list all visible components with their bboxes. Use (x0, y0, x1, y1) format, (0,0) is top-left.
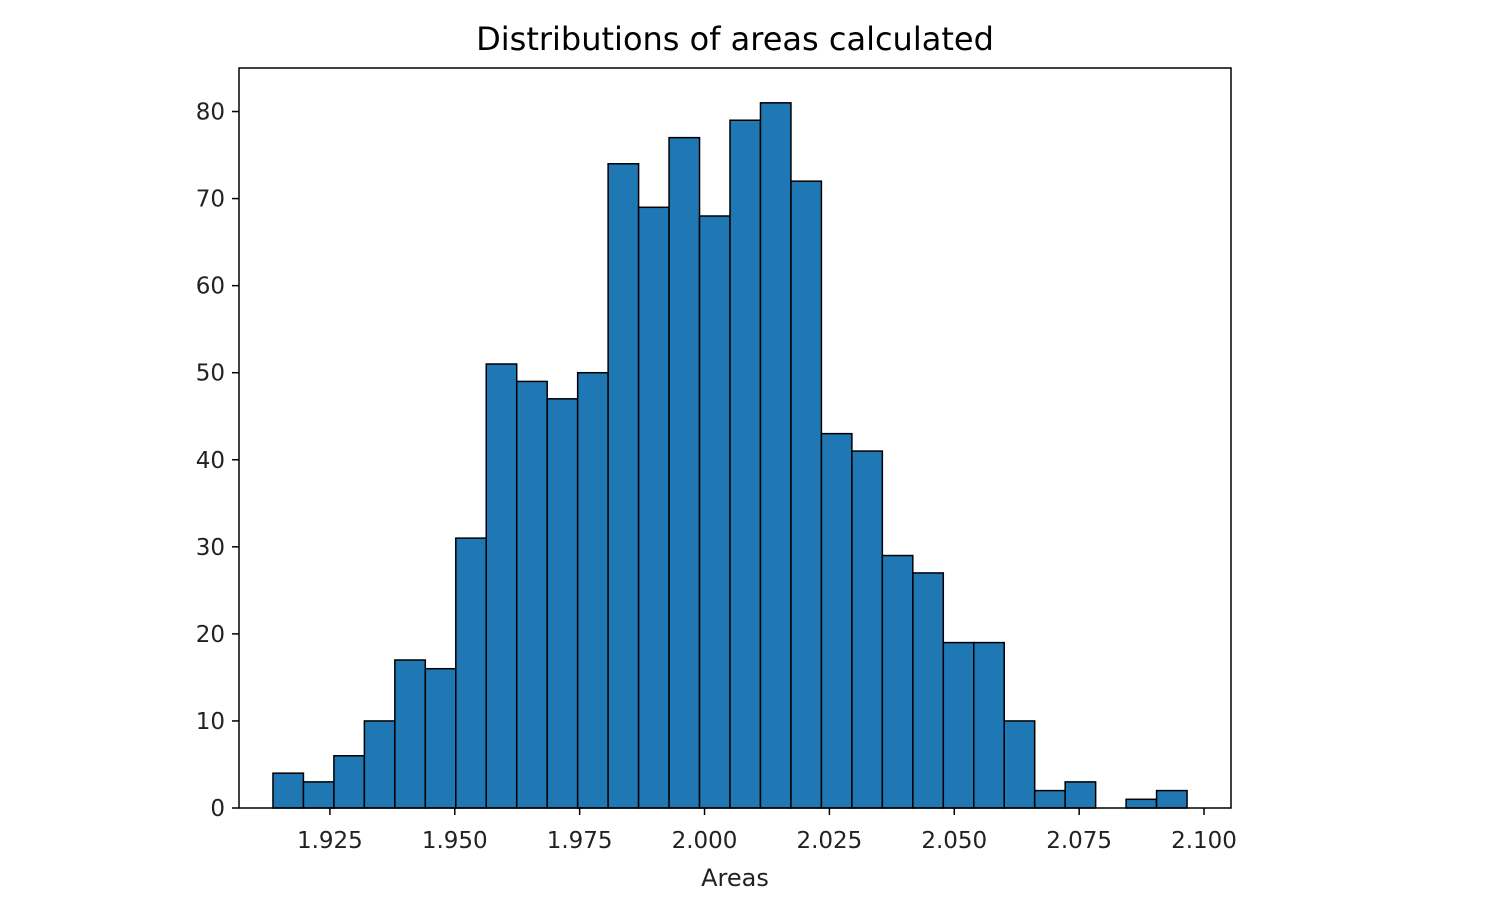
histogram-bar (363, 720, 396, 809)
x-tick-label: 2.075 (1046, 828, 1112, 854)
bars-group (272, 102, 1188, 809)
histogram-bar (912, 572, 945, 809)
histogram-bar (668, 136, 701, 809)
histogram-bar (607, 163, 640, 809)
x-axis: 1.925 1.950 1.975 2.000 2.025 2.050 2.075 2.100 (297, 808, 1237, 854)
y-tick-label: 80 (196, 100, 225, 126)
histogram-bar (1033, 789, 1066, 809)
histogram-bar (515, 380, 548, 809)
x-tick-label: 2.050 (921, 828, 987, 854)
histogram-bar (973, 641, 1005, 809)
x-tick-label: 2.000 (672, 828, 738, 854)
histogram-bar (1064, 781, 1097, 809)
y-tick-label: 40 (196, 448, 225, 474)
chart-title: Distributions of areas calculated (476, 20, 994, 58)
histogram-bar (820, 432, 853, 809)
histogram-bar (1155, 789, 1188, 809)
x-tick-label: 1.950 (422, 828, 488, 854)
histogram-bar (455, 537, 488, 809)
histogram-bar (424, 667, 457, 809)
x-tick-label: 1.975 (547, 828, 613, 854)
histogram-bar (851, 450, 884, 809)
histogram-bar (394, 659, 427, 809)
plot-frame (238, 67, 1232, 809)
histogram-bar (485, 363, 518, 809)
x-axis-label: Areas (701, 864, 769, 892)
x-tick-label: 2.100 (1171, 828, 1237, 854)
histogram-bar (1125, 798, 1158, 809)
histogram-bar (546, 398, 579, 809)
y-tick-label: 60 (196, 274, 225, 300)
histogram-bar (272, 772, 305, 809)
x-tick-label: 1.925 (297, 828, 363, 854)
y-axis: 0 10 20 30 40 50 60 70 80 (196, 100, 239, 822)
histogram-bar (637, 206, 670, 809)
histogram-bar (576, 371, 609, 809)
histogram-bar (942, 641, 975, 809)
y-tick-label: 0 (210, 796, 225, 822)
y-tick-label: 20 (196, 622, 225, 648)
histogram-bar (333, 755, 366, 809)
y-tick-label: 30 (196, 535, 225, 561)
histogram-bar (302, 781, 335, 809)
histogram-bar (1003, 720, 1036, 809)
x-tick-label: 2.025 (796, 828, 862, 854)
histogram-bar (790, 180, 823, 809)
y-tick-label: 10 (196, 709, 225, 735)
histogram-bar (881, 554, 914, 809)
y-tick-label: 50 (196, 361, 225, 387)
histogram-bar (759, 102, 792, 809)
histogram-bar (729, 119, 762, 809)
y-tick-label: 70 (196, 187, 225, 213)
histogram-bar (698, 215, 731, 809)
